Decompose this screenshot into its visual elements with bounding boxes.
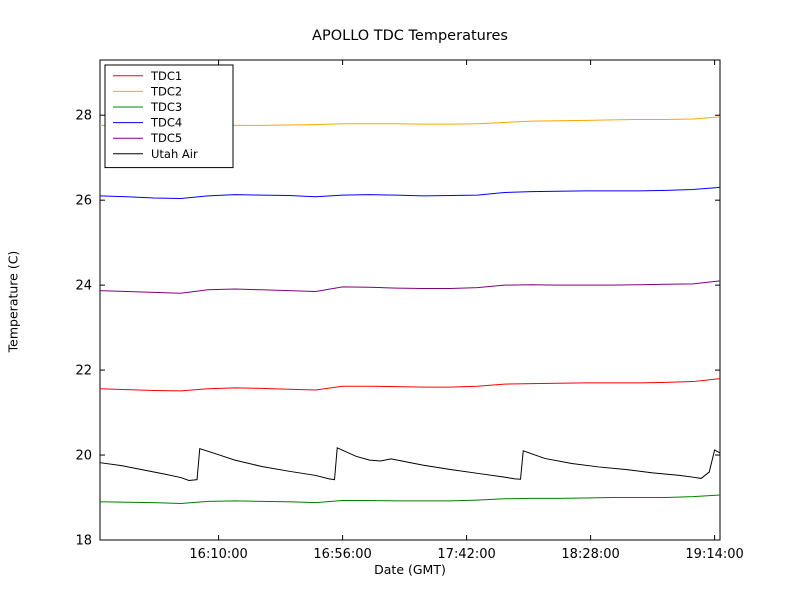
series-line-tdc5 — [99, 280, 721, 294]
y-tick-label: 22 — [75, 364, 92, 379]
axes-frame — [99, 59, 721, 541]
legend-label: TDC4 — [150, 116, 182, 130]
series-line-tdc1 — [99, 378, 721, 392]
series-line-tdc4 — [99, 186, 721, 199]
x-axis-label: Date (GMT) — [374, 562, 446, 577]
series-line-tdc3 — [99, 494, 721, 504]
legend-label: Utah Air — [151, 147, 198, 161]
y-tick-label: 28 — [75, 109, 92, 124]
legend-box — [104, 64, 234, 169]
chart-title: APOLLO TDC Temperatures — [312, 28, 508, 44]
x-tick-label: 16:56:00 — [313, 547, 371, 562]
x-tick-label: 18:28:00 — [561, 547, 619, 562]
y-tick-label: 20 — [75, 449, 92, 464]
legend-label: TDC5 — [150, 131, 182, 145]
legend-label: TDC1 — [150, 69, 182, 83]
x-tick-label: 17:42:00 — [437, 547, 495, 562]
y-tick-label: 26 — [75, 194, 92, 209]
x-tick-label: 16:10:00 — [189, 547, 247, 562]
y-axis-label: Temperature (C) — [5, 250, 21, 353]
x-tick-label: 19:14:00 — [685, 547, 743, 562]
series-line-utah-air — [99, 447, 721, 482]
legend-label: TDC3 — [150, 100, 182, 114]
y-tick-label: 18 — [75, 534, 92, 549]
y-tick-label: 24 — [75, 279, 92, 294]
legend-label: TDC2 — [150, 84, 182, 98]
